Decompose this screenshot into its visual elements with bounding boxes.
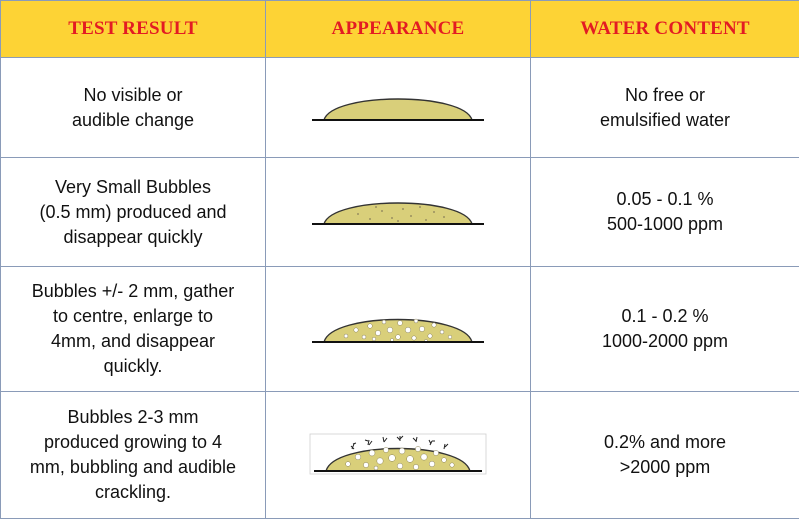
dome-plain-icon <box>308 88 488 128</box>
water-content-line: >2000 ppm <box>531 455 799 480</box>
header-appearance: APPEARANCE <box>266 1 531 58</box>
test-result-line: to centre, enlarge to <box>1 304 265 329</box>
dome-crackling-bubbles-icon <box>308 433 488 477</box>
water-content-cell: 0.05 - 0.1 % 500-1000 ppm <box>531 158 799 267</box>
test-result-line: produced growing to 4 <box>1 430 265 455</box>
test-result-line: crackling. <box>1 480 265 505</box>
water-content-line: emulsified water <box>531 108 799 133</box>
water-content-line: 500-1000 ppm <box>531 212 799 237</box>
dome-medium-bubbles-icon <box>308 308 488 350</box>
water-content-line: 0.2% and more <box>531 430 799 455</box>
appearance-cell <box>266 267 531 392</box>
test-result-line: Very Small Bubbles <box>1 175 265 200</box>
appearance-cell <box>266 58 531 158</box>
test-result-line: audible change <box>1 108 265 133</box>
appearance-cell <box>266 158 531 267</box>
test-result-cell: Bubbles +/- 2 mm, gather to centre, enla… <box>1 267 266 392</box>
water-content-cell: 0.2% and more >2000 ppm <box>531 392 799 519</box>
header-row: TEST RESULT APPEARANCE WATER CONTENT <box>1 1 799 58</box>
test-result-cell: Very Small Bubbles (0.5 mm) produced and… <box>1 158 266 267</box>
header-water-content: WATER CONTENT <box>531 1 799 58</box>
test-result-line: Bubbles 2-3 mm <box>1 405 265 430</box>
test-result-line: quickly. <box>1 354 265 379</box>
table-row: No visible or audible change No free or … <box>1 58 799 158</box>
table-row: Bubbles 2-3 mm produced growing to 4 mm,… <box>1 392 799 519</box>
test-result-line: mm, bubbling and audible <box>1 455 265 480</box>
appearance-cell <box>266 392 531 519</box>
test-result-cell: Bubbles 2-3 mm produced growing to 4 mm,… <box>1 392 266 519</box>
test-result-line: 4mm, and disappear <box>1 329 265 354</box>
water-content-line: 0.1 - 0.2 % <box>531 304 799 329</box>
table-row: Very Small Bubbles (0.5 mm) produced and… <box>1 158 799 267</box>
table-row: Bubbles +/- 2 mm, gather to centre, enla… <box>1 267 799 392</box>
water-content-cell: No free or emulsified water <box>531 58 799 158</box>
test-result-line: (0.5 mm) produced and <box>1 200 265 225</box>
water-content-line: 0.05 - 0.1 % <box>531 187 799 212</box>
dome-fine-bubbles-icon <box>308 192 488 232</box>
test-result-line: disappear quickly <box>1 225 265 250</box>
water-content-line: 1000-2000 ppm <box>531 329 799 354</box>
test-result-cell: No visible or audible change <box>1 58 266 158</box>
water-content-cell: 0.1 - 0.2 % 1000-2000 ppm <box>531 267 799 392</box>
test-result-line: Bubbles +/- 2 mm, gather <box>1 279 265 304</box>
header-test-result: TEST RESULT <box>1 1 266 58</box>
test-result-line: No visible or <box>1 83 265 108</box>
water-content-line: No free or <box>531 83 799 108</box>
